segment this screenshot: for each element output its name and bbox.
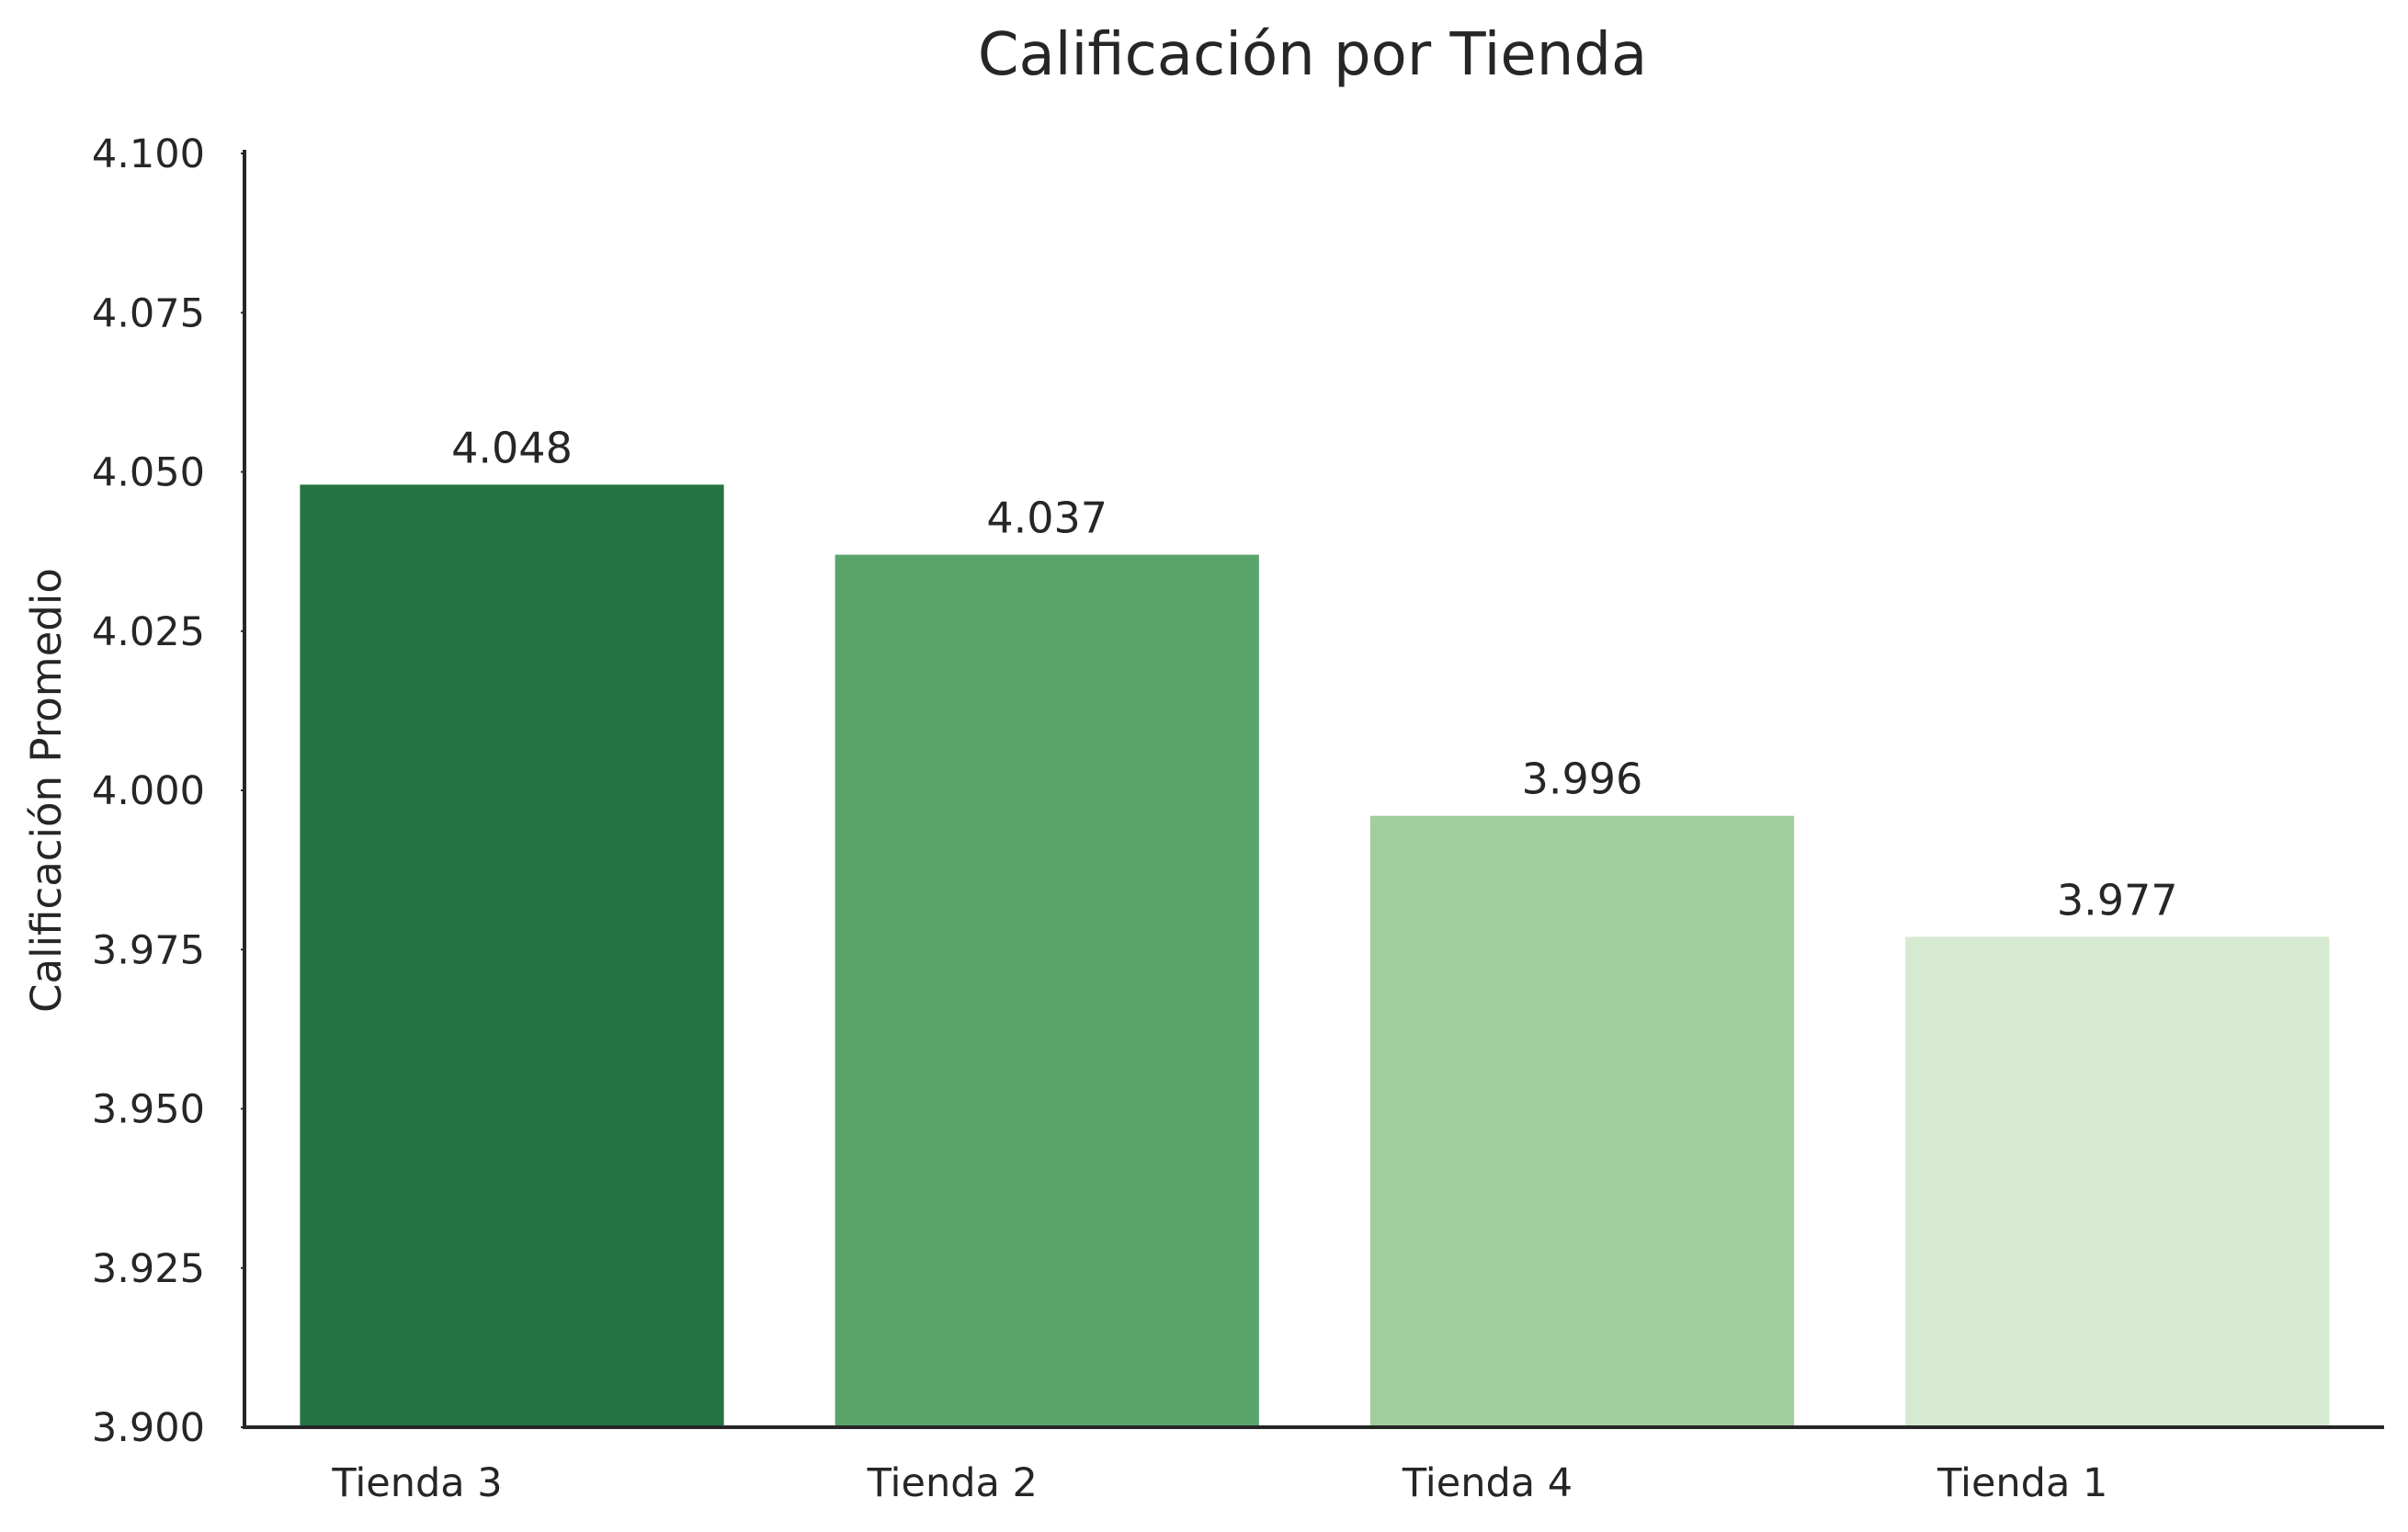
bar-value-label: 3.977 bbox=[2057, 875, 2178, 925]
bar-tienda-3 bbox=[300, 484, 724, 1427]
data-labels: 4.048 4.037 3.996 3.977 bbox=[451, 423, 2177, 925]
y-tick-label: 3.900 bbox=[92, 1405, 205, 1451]
y-tick-label: 4.075 bbox=[92, 290, 205, 336]
y-tick-label: 4.050 bbox=[92, 450, 205, 496]
y-axis-ticks: 3.900 3.925 3.950 3.975 4.000 4.025 4.050 4.075… bbox=[92, 131, 244, 1451]
y-tick-label: 4.100 bbox=[92, 131, 205, 177]
y-axis-label: Calificación Promedio bbox=[22, 568, 71, 1013]
bar-tienda-1 bbox=[1905, 936, 2330, 1427]
chart-title: Calificación por Tienda bbox=[978, 21, 1647, 89]
y-tick-label: 3.975 bbox=[92, 927, 205, 973]
x-tick-label: Tienda 3 bbox=[331, 1460, 502, 1506]
y-tick-label: 4.025 bbox=[92, 609, 205, 655]
bar-tienda-2 bbox=[835, 554, 1259, 1427]
y-tick-label: 4.000 bbox=[92, 768, 205, 814]
bar-value-label: 4.037 bbox=[986, 494, 1107, 543]
bar-value-label: 4.048 bbox=[451, 423, 573, 472]
x-tick-label: Tienda 4 bbox=[1402, 1460, 1573, 1506]
bar-value-label: 3.996 bbox=[1522, 755, 1643, 804]
bar-tienda-4 bbox=[1369, 815, 1795, 1427]
x-tick-label: Tienda 2 bbox=[867, 1460, 1038, 1506]
x-tick-label: Tienda 1 bbox=[1937, 1460, 2107, 1506]
bars bbox=[300, 484, 2330, 1427]
x-axis-ticks: Tienda 3 Tienda 2 Tienda 4 Tienda 1 bbox=[331, 1460, 2107, 1506]
y-tick-label: 3.950 bbox=[92, 1087, 205, 1133]
y-tick-label: 3.925 bbox=[92, 1246, 205, 1292]
